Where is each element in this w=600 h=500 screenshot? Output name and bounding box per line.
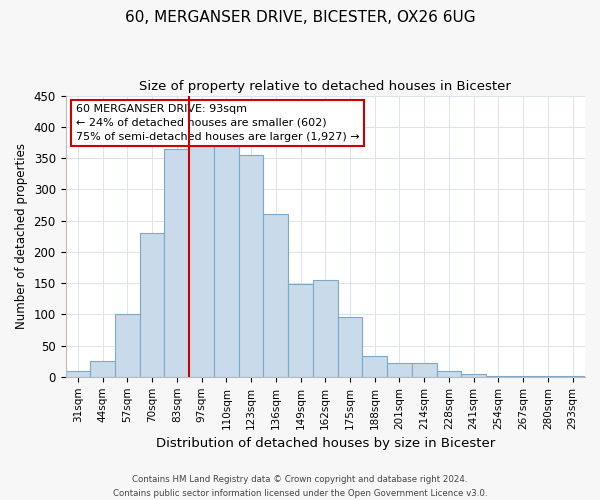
Bar bbox=[189, 146, 214, 377]
Bar bbox=[288, 284, 313, 377]
Text: Contains HM Land Registry data © Crown copyright and database right 2024.
Contai: Contains HM Land Registry data © Crown c… bbox=[113, 476, 487, 498]
Bar bbox=[164, 148, 189, 377]
Bar bbox=[313, 280, 338, 377]
Text: 60, MERGANSER DRIVE, BICESTER, OX26 6UG: 60, MERGANSER DRIVE, BICESTER, OX26 6UG bbox=[125, 10, 475, 25]
Bar bbox=[65, 370, 90, 377]
Bar bbox=[115, 314, 140, 377]
Title: Size of property relative to detached houses in Bicester: Size of property relative to detached ho… bbox=[139, 80, 511, 93]
Bar bbox=[412, 363, 437, 377]
Bar bbox=[140, 233, 164, 377]
Bar bbox=[338, 318, 362, 377]
Bar bbox=[362, 356, 387, 377]
Bar bbox=[461, 374, 486, 377]
Bar bbox=[536, 376, 560, 377]
Bar bbox=[437, 370, 461, 377]
Bar bbox=[263, 214, 288, 377]
Bar bbox=[560, 376, 585, 377]
Y-axis label: Number of detached properties: Number of detached properties bbox=[15, 143, 28, 329]
Bar bbox=[239, 155, 263, 377]
Bar bbox=[511, 376, 536, 377]
Bar bbox=[387, 363, 412, 377]
Bar bbox=[214, 142, 239, 377]
Text: 60 MERGANSER DRIVE: 93sqm
← 24% of detached houses are smaller (602)
75% of semi: 60 MERGANSER DRIVE: 93sqm ← 24% of detac… bbox=[76, 104, 359, 142]
Bar bbox=[90, 361, 115, 377]
X-axis label: Distribution of detached houses by size in Bicester: Distribution of detached houses by size … bbox=[155, 437, 495, 450]
Bar bbox=[486, 376, 511, 377]
